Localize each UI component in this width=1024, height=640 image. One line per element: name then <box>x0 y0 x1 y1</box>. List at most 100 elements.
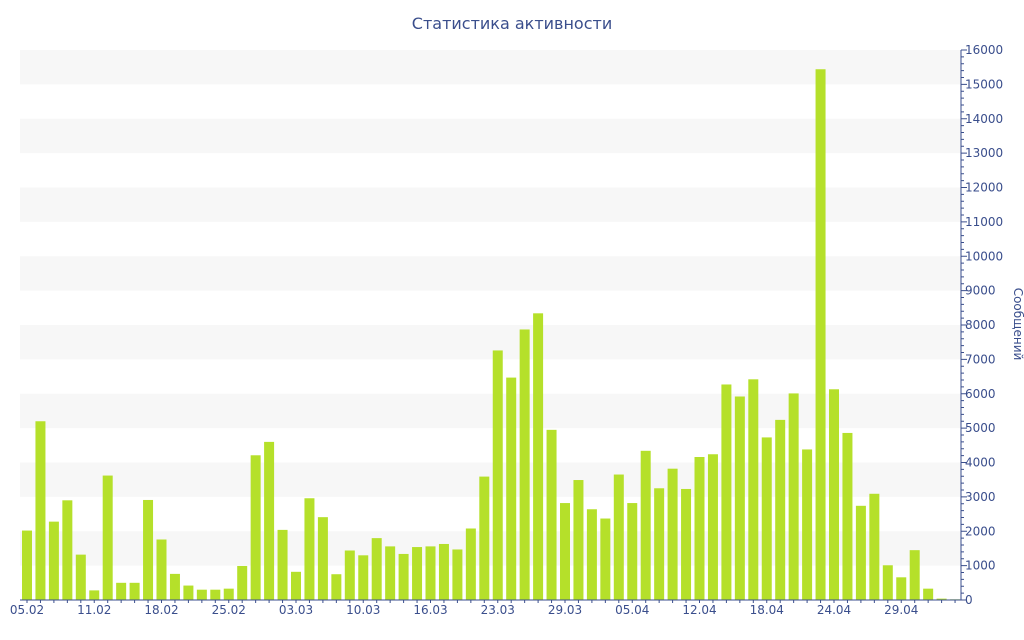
bar[interactable] <box>264 441 275 601</box>
bar[interactable] <box>882 565 893 600</box>
y-tick-label: 11000 <box>965 215 1003 229</box>
bar[interactable] <box>640 450 651 600</box>
bar[interactable] <box>492 350 503 600</box>
bar[interactable] <box>479 476 490 600</box>
bar[interactable] <box>681 488 692 600</box>
bar[interactable] <box>102 475 113 600</box>
bar[interactable] <box>842 432 853 600</box>
bar[interactable] <box>196 589 207 600</box>
bar[interactable] <box>385 546 396 601</box>
bar[interactable] <box>237 565 248 600</box>
bar[interactable] <box>129 582 140 600</box>
x-tick-label: 05.04 <box>615 603 649 617</box>
y-tick-label: 14000 <box>965 112 1003 126</box>
y-tick-label: 0 <box>965 593 973 607</box>
bar[interactable] <box>143 499 154 600</box>
bar[interactable] <box>438 543 449 600</box>
grid-bands <box>20 50 961 566</box>
bar[interactable] <box>62 500 73 600</box>
bar[interactable] <box>909 550 920 600</box>
y-tick-label: 2000 <box>965 524 996 538</box>
grid-band <box>20 118 961 154</box>
bar[interactable] <box>169 573 180 601</box>
bar[interactable] <box>896 577 907 600</box>
bar[interactable] <box>156 539 167 601</box>
bar[interactable] <box>707 454 718 600</box>
x-tick-label: 18.04 <box>750 603 784 617</box>
bar[interactable] <box>788 393 799 600</box>
bar[interactable] <box>815 69 826 600</box>
y-tick-label: 9000 <box>965 284 996 298</box>
bar[interactable] <box>519 329 530 600</box>
grid-band <box>20 50 961 85</box>
grid-band <box>20 393 961 429</box>
bar[interactable] <box>573 480 584 600</box>
bar[interactable] <box>546 429 557 600</box>
x-tick-label: 12.04 <box>682 603 716 617</box>
bar[interactable] <box>586 509 597 600</box>
bar[interactable] <box>250 455 261 600</box>
bar[interactable] <box>923 588 934 600</box>
bar[interactable] <box>855 505 866 600</box>
y-tick-label: 4000 <box>965 456 996 470</box>
bar[interactable] <box>358 555 369 600</box>
x-tick-label: 29.04 <box>884 603 918 617</box>
bar[interactable] <box>560 503 570 600</box>
y-tick-label: 8000 <box>965 318 996 332</box>
bar[interactable] <box>775 419 786 601</box>
x-tick-label: 24.04 <box>817 603 851 617</box>
bar[interactable] <box>210 589 221 600</box>
y-tick-label: 10000 <box>965 249 1003 263</box>
bar[interactable] <box>936 598 947 601</box>
bar[interactable] <box>48 521 59 601</box>
bar[interactable] <box>89 590 100 601</box>
x-tick-label: 16.03 <box>413 603 447 617</box>
bar[interactable] <box>829 389 839 600</box>
bar[interactable] <box>412 547 423 600</box>
bar[interactable] <box>465 528 476 601</box>
bar[interactable] <box>627 503 638 600</box>
bar[interactable] <box>600 518 611 600</box>
bar[interactable] <box>734 396 745 601</box>
bar[interactable] <box>116 582 127 600</box>
bar[interactable] <box>75 554 86 601</box>
y-tick-label: 6000 <box>965 387 996 401</box>
bar[interactable] <box>291 571 301 600</box>
y-tick-label: 15000 <box>965 77 1003 91</box>
bar[interactable] <box>654 488 665 600</box>
grid-band <box>20 325 961 360</box>
x-tick-label: 10.03 <box>346 603 380 617</box>
bar[interactable] <box>452 549 463 600</box>
bar[interactable] <box>277 529 288 601</box>
x-tick-label: 18.02 <box>144 603 178 617</box>
bar[interactable] <box>748 379 759 600</box>
bar[interactable] <box>533 313 544 600</box>
bar[interactable] <box>183 585 194 600</box>
bar[interactable] <box>304 498 315 600</box>
grid-band <box>20 256 961 291</box>
bar[interactable] <box>317 517 328 600</box>
bar[interactable] <box>398 553 409 600</box>
bar[interactable] <box>761 437 772 600</box>
bar[interactable] <box>506 377 517 600</box>
y-tick-label: 5000 <box>965 421 996 435</box>
y-axis: 0 1000 2000 3000 4000 5000 6000 7000 8000 9000 100… <box>960 43 1003 607</box>
bar[interactable] <box>869 493 880 600</box>
bar[interactable] <box>223 588 234 600</box>
x-tick-label: 05.02 <box>10 603 44 617</box>
bar[interactable] <box>613 474 624 600</box>
y-tick-label: 16000 <box>965 43 1003 57</box>
bar[interactable] <box>371 538 382 601</box>
chart-title: Статистика активности <box>411 14 613 33</box>
y-tick-label: 3000 <box>965 490 996 504</box>
bar[interactable] <box>802 449 813 600</box>
bars <box>22 69 961 601</box>
bar[interactable] <box>35 421 46 600</box>
bar[interactable] <box>344 550 355 601</box>
bar[interactable] <box>721 384 732 600</box>
bar[interactable] <box>331 574 342 600</box>
bar[interactable] <box>694 457 705 600</box>
bar[interactable] <box>22 530 32 600</box>
bar[interactable] <box>667 468 678 600</box>
bar[interactable] <box>425 546 436 601</box>
